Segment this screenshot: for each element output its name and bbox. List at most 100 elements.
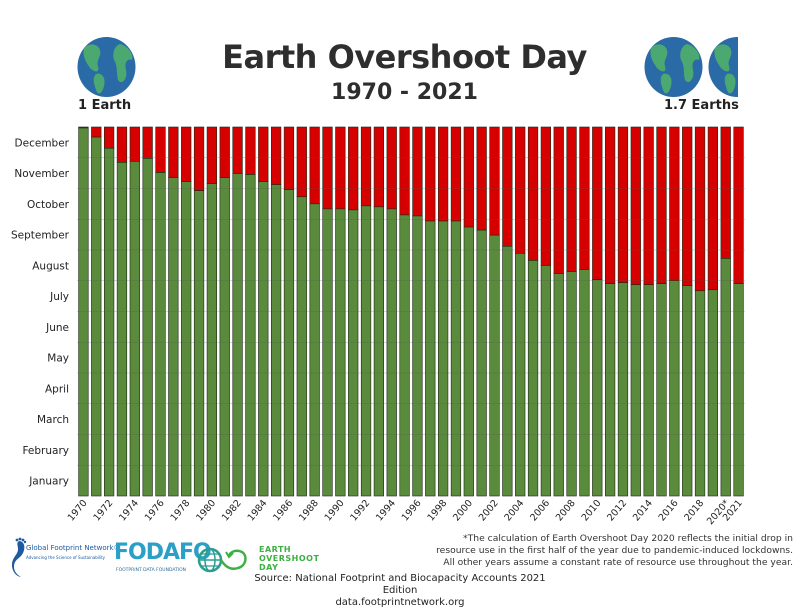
bar-overshoot-2002 bbox=[489, 234, 500, 497]
bar-remainder-1994 bbox=[386, 126, 397, 210]
bar-remainder-1977 bbox=[168, 126, 179, 178]
bar-remainder-2005 bbox=[527, 126, 539, 261]
bar-remainder-1983 bbox=[245, 126, 256, 175]
x-tick-label: 1984 bbox=[246, 498, 270, 524]
bar-overshoot-1978 bbox=[181, 181, 192, 497]
y-tick-label: October bbox=[27, 199, 70, 211]
bar-overshoot-2016 bbox=[669, 280, 680, 497]
bar-remainder-1973 bbox=[116, 126, 128, 163]
x-tick-label: 2012 bbox=[605, 498, 629, 524]
earth-overshoot-day-logo-icon bbox=[197, 547, 247, 573]
bar-remainder-2010 bbox=[592, 126, 603, 280]
bar-overshoot-1983 bbox=[245, 174, 256, 497]
chart-title: Earth Overshoot Day bbox=[222, 38, 587, 76]
bar-remainder-1976 bbox=[155, 126, 166, 173]
bar-remainder-2018 bbox=[694, 126, 706, 292]
bar-remainder-1980 bbox=[206, 126, 218, 184]
bar-overshoot-1972 bbox=[103, 147, 115, 497]
bar-overshoot-1974 bbox=[129, 161, 140, 497]
bar-overshoot-2013 bbox=[630, 284, 641, 497]
bar-remainder-2012 bbox=[617, 126, 629, 283]
x-tick-label: 2016 bbox=[657, 498, 681, 524]
x-tick-label: 2014 bbox=[631, 498, 655, 524]
gfn-name: Global Footprint Network® bbox=[26, 544, 121, 552]
bar-overshoot-2014 bbox=[643, 284, 654, 497]
x-tick-label: 1970 bbox=[66, 498, 90, 524]
chart-subtitle: 1970 - 2021 bbox=[331, 80, 478, 105]
bar-remainder-1975 bbox=[142, 126, 153, 159]
eod-line-2: OVERSHOOT bbox=[259, 554, 320, 563]
y-tick-label: July bbox=[49, 291, 69, 303]
x-tick-label: 2008 bbox=[554, 498, 578, 524]
bar-overshoot-2008 bbox=[566, 271, 577, 497]
gfn-tagline: Advancing the Science of Sustainability bbox=[26, 555, 106, 560]
bar-remainder-1999 bbox=[450, 126, 462, 222]
bar-overshoot-2001 bbox=[476, 229, 487, 497]
y-tick-label: August bbox=[32, 260, 69, 272]
bar-overshoot-1979 bbox=[193, 190, 205, 497]
y-tick-label: September bbox=[11, 230, 70, 242]
x-tick-label: 1974 bbox=[117, 498, 141, 524]
x-tick-label: 1972 bbox=[91, 498, 115, 524]
bar-overshoot-1985 bbox=[270, 184, 282, 497]
bar-remainder-1998 bbox=[437, 126, 449, 222]
one-earth-label: 1 Earth bbox=[78, 98, 132, 113]
bar-overshoot-1997 bbox=[425, 220, 436, 497]
bar-remainder-2021 bbox=[733, 126, 744, 284]
bar-overshoot-1975 bbox=[142, 158, 153, 497]
x-tick-label: 1994 bbox=[374, 498, 398, 524]
bar-remainder-2002 bbox=[489, 126, 500, 236]
x-tick-label: 2004 bbox=[503, 498, 527, 524]
overshoot-bar-chart: January February March April May June July Augu… bbox=[11, 126, 745, 527]
bar-remainder-1996 bbox=[412, 126, 423, 217]
bar-remainder-1995 bbox=[399, 126, 410, 216]
bar-remainder-2015 bbox=[656, 126, 667, 284]
bar-overshoot-1995 bbox=[399, 214, 410, 497]
bar-overshoot-1994 bbox=[386, 208, 397, 497]
bar-overshoot-2009 bbox=[579, 269, 590, 497]
bar-remainder-1978 bbox=[181, 126, 192, 182]
bar-overshoot-1999 bbox=[450, 220, 462, 497]
x-tick-label: 2000 bbox=[451, 498, 475, 524]
bar-overshoot-1977 bbox=[168, 177, 179, 497]
x-tick-label: 1982 bbox=[220, 498, 244, 524]
y-tick-label: March bbox=[37, 414, 69, 426]
footnote-line-3: All other years assume a constant rate o… bbox=[443, 557, 793, 568]
bar-overshoot-2000 bbox=[463, 226, 474, 497]
bar-remainder-2009 bbox=[579, 126, 590, 270]
x-tick-label: 2002 bbox=[477, 498, 501, 524]
bar-remainder-1987 bbox=[296, 126, 307, 198]
bar-remainder-1972 bbox=[103, 126, 115, 149]
x-tick-label: 2006 bbox=[528, 498, 552, 524]
y-tick-label: February bbox=[22, 445, 69, 457]
y-tick-label: December bbox=[15, 137, 70, 149]
bar-overshoot-1988 bbox=[309, 203, 320, 497]
eod-line-3: DAY bbox=[259, 563, 279, 572]
bar-overshoot-2017 bbox=[682, 285, 693, 497]
bar-remainder-1979 bbox=[193, 126, 205, 191]
x-tick-label: 1992 bbox=[348, 498, 372, 524]
bar-remainder-2004 bbox=[515, 126, 526, 254]
bar-overshoot-1990 bbox=[335, 208, 346, 497]
bar-overshoot-2020 bbox=[720, 258, 731, 497]
bar-overshoot-2006 bbox=[540, 265, 552, 497]
bar-overshoot-2005 bbox=[527, 260, 539, 497]
bar-remainder-1984 bbox=[258, 126, 269, 182]
x-tick-label: 2018 bbox=[682, 498, 706, 524]
bar-overshoot-2010 bbox=[592, 279, 603, 497]
earth-overshoot-day-logo: EARTH OVERSHOOT DAY bbox=[259, 545, 319, 572]
x-tick-label: 1988 bbox=[297, 498, 321, 524]
global-footprint-network-logo: Global Footprint Network® Advancing the … bbox=[26, 544, 121, 562]
bar-overshoot-1980 bbox=[206, 183, 218, 497]
bar-remainder-1997 bbox=[425, 126, 436, 222]
bar-overshoot-1986 bbox=[283, 189, 295, 497]
bar-overshoot-1971 bbox=[91, 136, 102, 497]
bar-remainder-2016 bbox=[669, 126, 680, 281]
globe-icon bbox=[77, 37, 136, 97]
fodafo-logo: FODAFO bbox=[114, 540, 212, 565]
bar-overshoot-1987 bbox=[296, 196, 307, 497]
bar-remainder-1991 bbox=[348, 126, 359, 211]
bar-overshoot-2019 bbox=[707, 289, 719, 497]
bar-remainder-2007 bbox=[553, 126, 564, 274]
x-tick-label: 1976 bbox=[143, 498, 167, 524]
